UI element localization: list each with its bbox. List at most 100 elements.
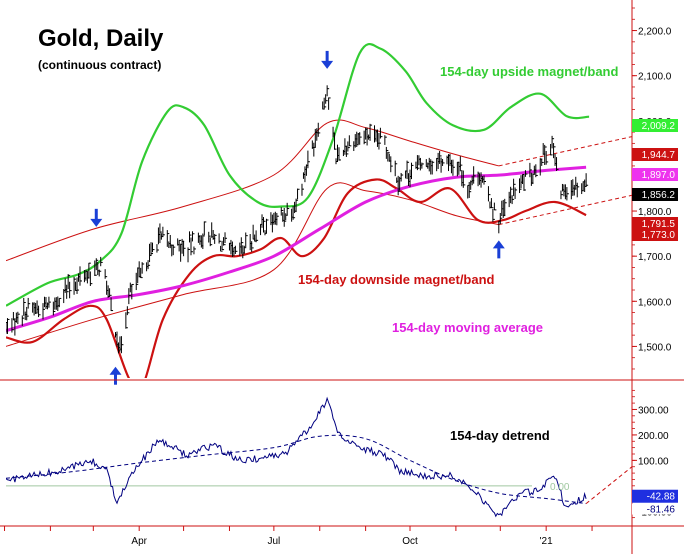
price-bar bbox=[190, 237, 193, 256]
price-bar bbox=[220, 245, 223, 252]
moving-average-annotation: 154-day moving average bbox=[392, 320, 543, 335]
last-value-label: 2,009.2 bbox=[642, 121, 676, 132]
price-bar bbox=[276, 212, 279, 226]
price-bar bbox=[322, 101, 325, 110]
price-bar bbox=[513, 178, 516, 197]
price-bar bbox=[519, 178, 522, 194]
upside-band-annotation: 154-day upside magnet/band bbox=[440, 64, 618, 79]
price-bar bbox=[325, 94, 328, 104]
price-bar bbox=[514, 187, 518, 199]
price-bar bbox=[378, 133, 381, 150]
last-value-label: 1,897.0 bbox=[642, 170, 676, 181]
y-tick-label: 1,500.0 bbox=[638, 342, 672, 353]
price-bar bbox=[141, 262, 145, 274]
price-bar bbox=[240, 237, 244, 254]
price-bar bbox=[191, 231, 195, 242]
price-bar bbox=[301, 183, 304, 196]
price-bar bbox=[421, 162, 424, 169]
price-bar bbox=[397, 175, 401, 196]
price-bar bbox=[492, 208, 495, 222]
price-bar bbox=[89, 271, 93, 287]
price-bar bbox=[58, 297, 62, 308]
price-bar bbox=[125, 312, 128, 329]
price-bar bbox=[224, 232, 228, 244]
x-tick-label: '21 bbox=[540, 536, 553, 547]
price-bar bbox=[511, 195, 515, 205]
price-bar bbox=[566, 187, 569, 201]
price-bar bbox=[459, 156, 463, 172]
price-bar bbox=[21, 315, 25, 326]
price-bar bbox=[98, 269, 102, 277]
price-bar bbox=[221, 240, 225, 251]
chart-subtitle: (continuous contract) bbox=[38, 58, 161, 72]
price-bar bbox=[328, 97, 331, 110]
price-bar bbox=[345, 145, 349, 157]
price-bar bbox=[442, 158, 445, 166]
price-bar bbox=[295, 198, 299, 213]
price-bar bbox=[529, 162, 532, 178]
price-bar bbox=[468, 181, 472, 198]
detrend-annotation: 154-day detrend bbox=[450, 428, 550, 443]
price-bar bbox=[166, 230, 170, 247]
price-bar bbox=[369, 123, 373, 141]
price-bar bbox=[135, 272, 139, 291]
price-bar bbox=[535, 164, 538, 178]
price-bar bbox=[400, 172, 404, 182]
price-bar bbox=[387, 151, 390, 162]
price-bar bbox=[326, 85, 330, 97]
price-bar bbox=[23, 297, 26, 316]
price-bar bbox=[307, 150, 310, 169]
price-bar bbox=[292, 206, 296, 220]
price-bar bbox=[390, 156, 393, 173]
price-bar bbox=[317, 122, 321, 137]
price-bar bbox=[283, 207, 287, 227]
price-bar bbox=[140, 267, 143, 279]
price-bar bbox=[385, 146, 389, 159]
price-bar bbox=[452, 159, 455, 176]
price-bar bbox=[183, 240, 186, 257]
detrend-projection-line bbox=[585, 466, 632, 504]
price-bar bbox=[323, 97, 327, 109]
channel-lower-projection bbox=[498, 194, 632, 226]
y-tick-label: 1,600.0 bbox=[638, 297, 672, 308]
price-bar bbox=[218, 233, 222, 244]
detrend-last-value-badge bbox=[632, 489, 678, 503]
price-bar bbox=[416, 155, 420, 171]
price-bar bbox=[147, 260, 151, 270]
price-bar bbox=[521, 174, 525, 184]
price-bar bbox=[79, 266, 82, 286]
x-tick-label: Apr bbox=[131, 536, 147, 547]
price-bar bbox=[410, 162, 414, 180]
last-value-badge bbox=[632, 148, 678, 161]
price-bar bbox=[541, 158, 544, 166]
price-bar bbox=[394, 160, 398, 177]
price-bar bbox=[88, 262, 91, 279]
price-bar bbox=[406, 160, 410, 180]
price-bar bbox=[493, 202, 497, 211]
price-bar bbox=[208, 231, 211, 243]
price-bar bbox=[76, 277, 80, 294]
last-value-label: 1,773.0 bbox=[642, 230, 676, 241]
price-bar bbox=[110, 297, 114, 312]
detrend-y-tick-label: 200.00 bbox=[638, 431, 669, 442]
last-value-label: 1,791.5 bbox=[642, 219, 676, 230]
price-bar bbox=[11, 318, 14, 333]
price-bar bbox=[431, 160, 435, 175]
price-bar bbox=[26, 306, 29, 321]
last-value-badge bbox=[632, 188, 678, 201]
price-bar bbox=[439, 151, 442, 164]
price-bar bbox=[107, 285, 111, 298]
downside-band-annotation: 154-day downside magnet/band bbox=[298, 272, 495, 287]
detrend-y-tick-label: 100.00 bbox=[638, 456, 669, 467]
price-bar bbox=[149, 243, 152, 263]
price-bar bbox=[499, 212, 503, 225]
price-bar bbox=[17, 311, 20, 325]
price-bar bbox=[150, 242, 154, 256]
price-bar bbox=[255, 230, 259, 243]
price-bar bbox=[363, 130, 367, 145]
price-bar bbox=[251, 241, 254, 252]
y-tick-label: 2,200.0 bbox=[638, 27, 672, 38]
price-bar bbox=[286, 202, 290, 216]
last-value-label: 1,856.2 bbox=[642, 190, 676, 201]
price-bar bbox=[214, 233, 217, 244]
